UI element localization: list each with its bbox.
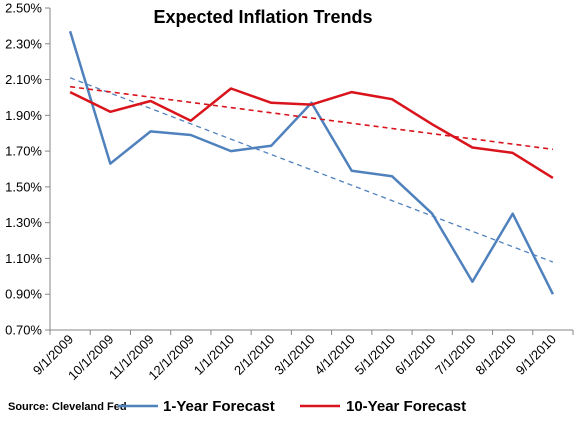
source-note: Source: Cleveland Fed [8,401,127,413]
y-tick-label: 2.10% [5,72,42,87]
y-tick-label: 1.70% [5,144,42,159]
y-tick-label: 0.70% [5,323,42,338]
y-tick-label: 1.90% [5,108,42,123]
y-tick-label: 1.50% [5,179,42,194]
legend: Source: Cleveland Fed 1-Year Forecast 10… [8,398,466,415]
chart-title: Expected Inflation Trends [153,7,372,27]
y-tick-label: 1.30% [5,215,42,230]
legend-label-1-year: 1-Year Forecast [163,398,275,415]
legend-label-10-year: 10-Year Forecast [346,398,466,415]
y-tick-label: 2.50% [5,1,42,16]
y-tick-label: 2.30% [5,36,42,51]
y-tick-label: 0.90% [5,287,42,302]
y-tick-label: 1.10% [5,251,42,266]
